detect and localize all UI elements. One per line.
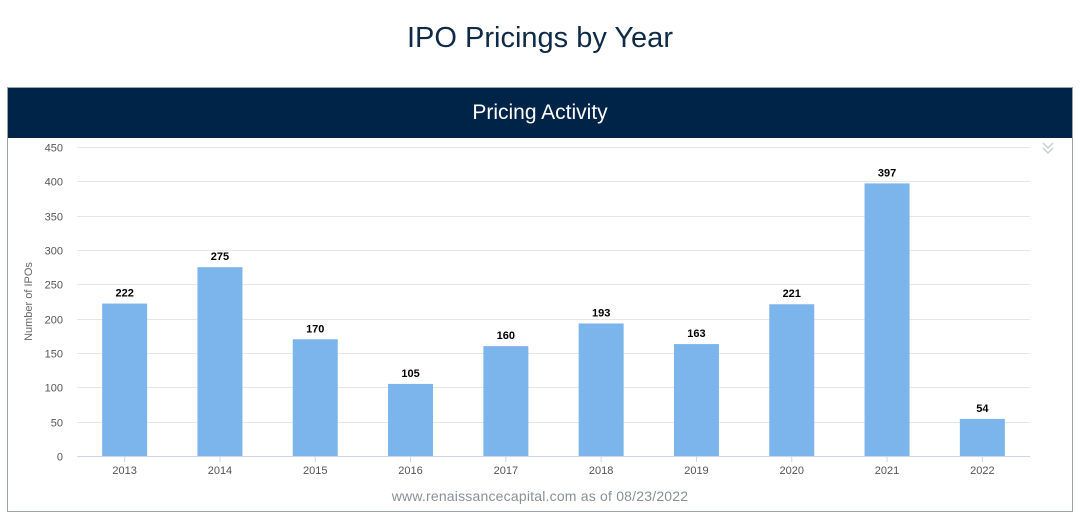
y-tick-label: 300 xyxy=(45,246,63,258)
data-label: 221 xyxy=(783,288,801,300)
panel-header: Pricing Activity xyxy=(8,88,1072,138)
x-tick-label: 2022 xyxy=(970,465,994,477)
bar xyxy=(292,339,338,456)
source-footer: www.renaissancecapital.com as of 08/23/2… xyxy=(391,488,689,504)
data-label: 163 xyxy=(687,328,705,340)
bar xyxy=(673,344,719,456)
data-label: 193 xyxy=(592,307,610,319)
bar xyxy=(578,323,624,456)
y-tick-label: 400 xyxy=(45,177,63,189)
data-label: 222 xyxy=(115,288,133,300)
y-tick-label: 200 xyxy=(45,315,63,327)
y-tick-label: 450 xyxy=(45,143,63,155)
page-title: IPO Pricings by Year xyxy=(407,22,673,54)
x-tick-label: 2019 xyxy=(684,465,708,477)
x-tick-label: 2014 xyxy=(208,465,232,477)
x-tick-label: 2021 xyxy=(875,465,899,477)
data-label: 160 xyxy=(497,330,515,342)
data-label: 397 xyxy=(878,167,896,179)
x-tick-label: 2017 xyxy=(494,465,518,477)
y-tick-label: 350 xyxy=(45,212,63,224)
x-tick-label: 2015 xyxy=(303,465,327,477)
data-label: 170 xyxy=(306,323,324,335)
y-tick-label: 50 xyxy=(51,418,63,430)
bar xyxy=(197,267,243,456)
bar xyxy=(769,304,815,456)
data-label: 275 xyxy=(211,251,229,263)
x-tick-label: 2020 xyxy=(780,465,804,477)
bar xyxy=(388,383,434,456)
y-axis-title: Number of IPOs xyxy=(23,262,35,341)
bar xyxy=(102,303,148,456)
bar xyxy=(864,183,910,457)
x-tick-label: 2013 xyxy=(112,465,136,477)
y-tick-label: 0 xyxy=(57,452,63,464)
bar xyxy=(483,346,529,456)
y-tick-label: 250 xyxy=(45,280,63,292)
x-tick-label: 2016 xyxy=(398,465,422,477)
bar xyxy=(959,418,1005,456)
x-tick-label: 2018 xyxy=(589,465,613,477)
data-label: 105 xyxy=(401,368,419,380)
y-tick-label: 150 xyxy=(45,349,63,361)
double-chevron-down-icon[interactable] xyxy=(1040,140,1056,156)
data-label: 54 xyxy=(976,403,989,415)
y-tick-label: 100 xyxy=(45,383,63,395)
